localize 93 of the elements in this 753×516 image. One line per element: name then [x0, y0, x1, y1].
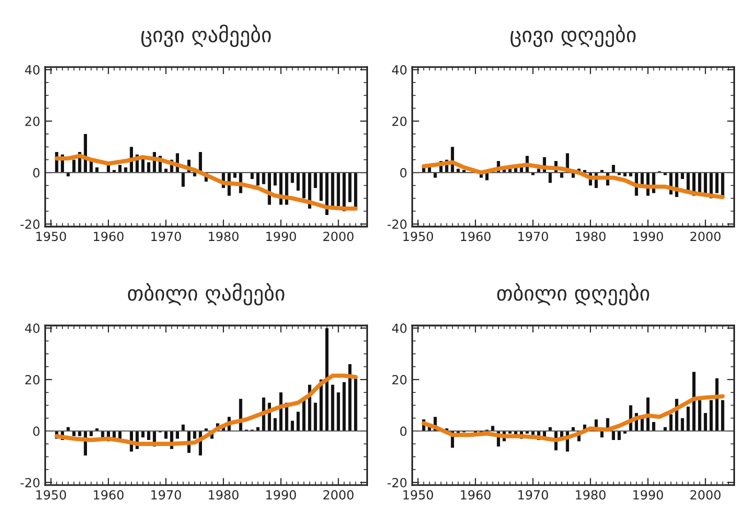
bar — [314, 402, 317, 432]
bar — [348, 172, 352, 202]
y-tick-label: 40 — [25, 324, 40, 334]
x-tick-label: 2000 — [323, 232, 354, 242]
line-series — [54, 154, 358, 211]
bar — [686, 172, 690, 191]
y-tick-label: 0 — [400, 426, 407, 436]
x-tick-label: 1980 — [208, 490, 238, 500]
chart-title: თბილი ღამეები — [128, 283, 284, 306]
bar — [320, 172, 323, 201]
y-tick-label: 0 — [400, 168, 407, 178]
x-tick-label: 1970 — [151, 232, 181, 242]
bar — [256, 172, 260, 186]
bar — [710, 400, 713, 432]
bar — [124, 167, 128, 173]
bar — [112, 431, 116, 438]
bar — [354, 378, 358, 432]
bar — [686, 406, 690, 432]
y-tick-label: 0 — [33, 168, 40, 178]
bar — [274, 172, 277, 186]
x-tick-label: 1950 — [36, 232, 66, 242]
bar — [302, 172, 306, 198]
x-tick-label: 1960 — [94, 490, 124, 500]
y-tick-label: 40 — [392, 65, 407, 75]
x-tick-label: 1980 — [576, 490, 606, 500]
x-tick-label: 2000 — [690, 232, 721, 242]
x-tick-label: 1990 — [266, 232, 296, 242]
y-tick-label: 20 — [392, 375, 407, 384]
bar — [698, 172, 702, 194]
bar — [434, 172, 437, 178]
bar — [331, 172, 334, 206]
bar — [652, 422, 656, 432]
bar — [90, 431, 93, 436]
y-tick-label: 20 — [25, 375, 40, 384]
bar — [704, 172, 708, 194]
line-series — [422, 394, 725, 442]
bar — [182, 172, 185, 187]
bar — [336, 172, 340, 206]
y-tick-label: -20 — [20, 478, 40, 488]
line-series — [54, 374, 358, 446]
x-tick-label: 2000 — [690, 490, 721, 500]
bar — [548, 172, 552, 183]
chart-title: ცივი ღამეები — [141, 24, 271, 47]
bar — [78, 431, 82, 436]
x-tick-label: 1960 — [94, 232, 124, 242]
chart-title: ცივი დღეები — [510, 24, 636, 47]
bar — [290, 420, 294, 432]
bar — [721, 400, 724, 432]
y-tick-label: 0 — [33, 426, 40, 436]
x-tick-label: 1970 — [151, 490, 181, 500]
x-tick-label: 1980 — [576, 232, 606, 242]
bar — [704, 412, 708, 432]
x-tick-label: 1960 — [460, 490, 491, 500]
x-tick-label: 1990 — [266, 490, 296, 500]
x-tick-label: 1970 — [518, 232, 548, 242]
bar — [336, 392, 340, 432]
bar — [721, 172, 724, 198]
x-tick-label: 2000 — [323, 490, 354, 500]
bar — [669, 414, 673, 432]
x-tick-label: 1970 — [518, 490, 548, 500]
x-tick-label: 1990 — [633, 490, 664, 500]
x-tick-label: 1960 — [460, 232, 491, 242]
bar — [296, 172, 300, 191]
y-tick-label: 40 — [25, 65, 40, 75]
bar — [342, 382, 346, 432]
y-tick-label: -20 — [20, 220, 40, 229]
y-tick-label: 40 — [392, 324, 407, 334]
bar — [491, 426, 494, 432]
bar — [680, 418, 684, 432]
bar — [302, 400, 306, 432]
bar — [262, 172, 266, 184]
bar — [72, 160, 76, 173]
bar — [296, 412, 300, 432]
line-series — [422, 160, 725, 200]
bar — [290, 172, 294, 183]
x-tick-label: 1950 — [403, 232, 434, 242]
bar — [314, 172, 317, 188]
y-tick-label: -20 — [388, 478, 407, 488]
bar — [560, 172, 564, 178]
bar — [274, 418, 277, 432]
x-tick-label: 1950 — [403, 490, 434, 500]
x-tick-label: 1990 — [633, 232, 664, 242]
y-tick-label: -20 — [388, 220, 407, 229]
bar — [331, 384, 334, 432]
chart-title: თბილი დღეები — [497, 283, 650, 306]
y-tick-label: 20 — [25, 116, 40, 126]
bar — [715, 172, 719, 194]
bar — [698, 400, 702, 432]
x-tick-label: 1980 — [208, 232, 238, 242]
x-tick-label: 1950 — [36, 490, 66, 500]
bar — [618, 431, 621, 440]
y-tick-label: 20 — [392, 116, 407, 126]
bar — [325, 328, 328, 432]
